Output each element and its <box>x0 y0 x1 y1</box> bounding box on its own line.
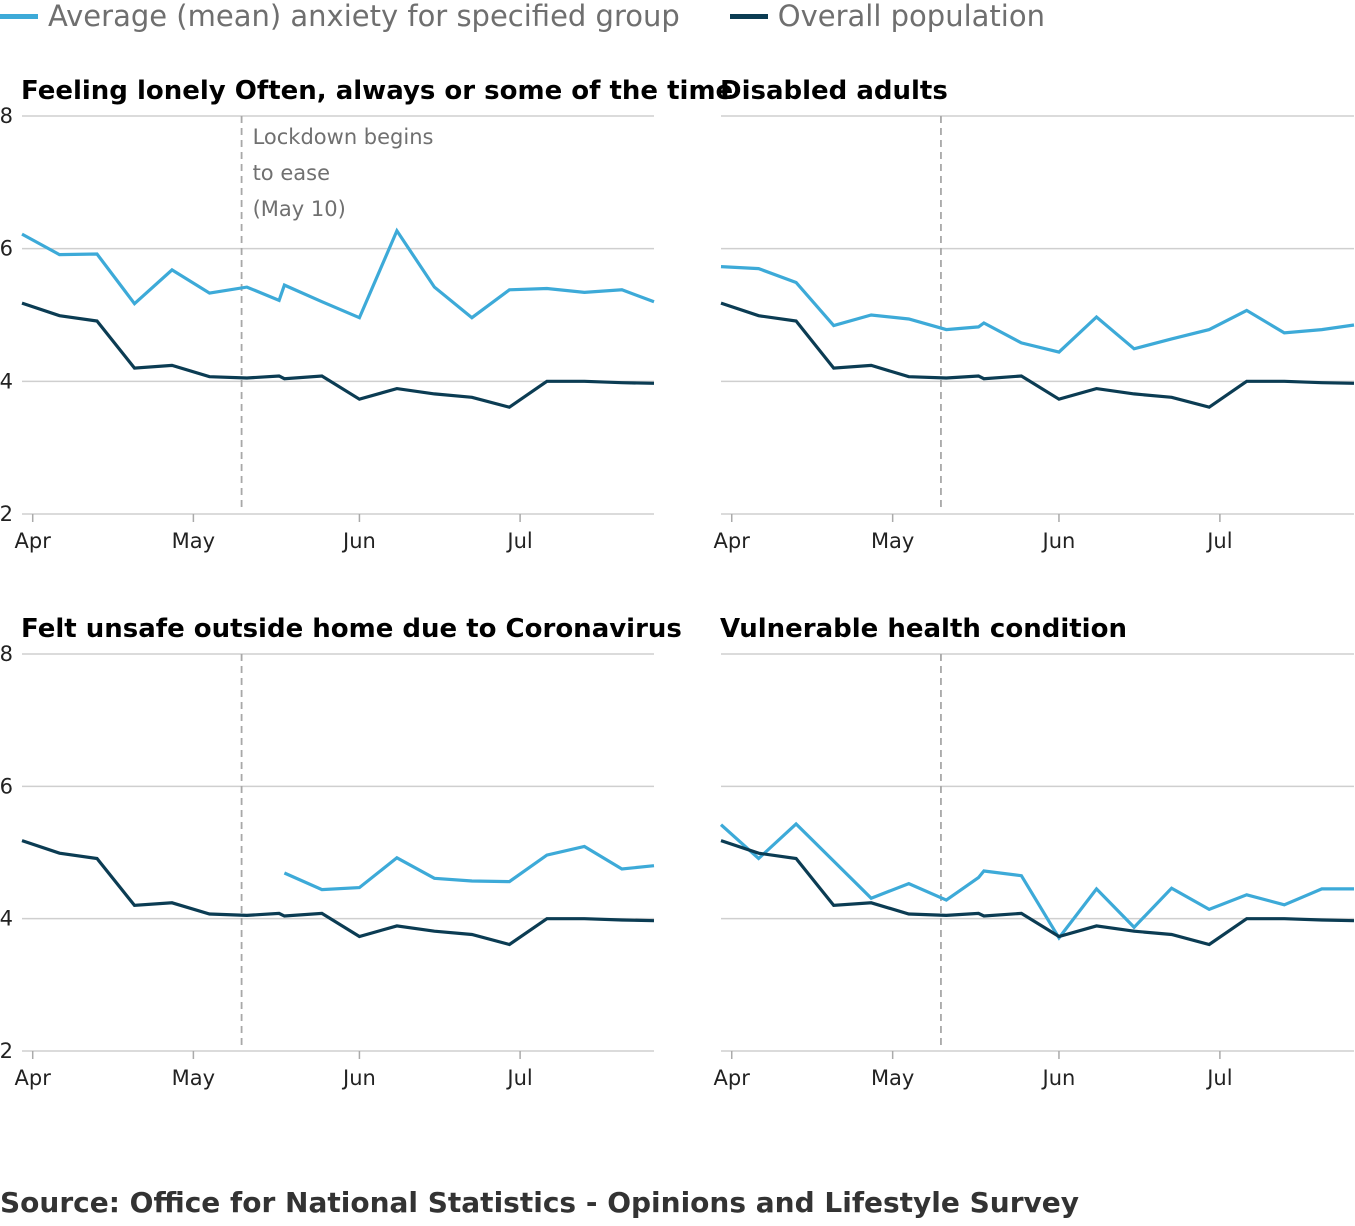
panel-1: Feeling lonely Often, always or some of … <box>0 76 733 553</box>
panel-title: Vulnerable health condition <box>720 614 1127 644</box>
panel-3: Felt unsafe outside home due to Coronavi… <box>0 614 682 1090</box>
series-line-overall <box>21 839 655 947</box>
legend: Average (mean) anxiety for specified gro… <box>0 0 1095 33</box>
series-line-group <box>21 227 655 320</box>
series-line-overall <box>720 839 1355 947</box>
y-tick-label: 4 <box>0 369 13 393</box>
legend-item-group: Average (mean) anxiety for specified gro… <box>0 0 680 33</box>
x-tick-label: Jun <box>1041 1066 1076 1090</box>
x-tick-label: May <box>172 1066 215 1090</box>
x-tick-label: Jul <box>505 1066 532 1090</box>
panel-title: Felt unsafe outside home due to Coronavi… <box>21 614 682 644</box>
x-tick-label: Jul <box>1205 1066 1232 1090</box>
x-tick-label: Jul <box>505 529 532 553</box>
y-tick-label: 4 <box>0 907 13 931</box>
y-tick-label: 6 <box>0 774 13 798</box>
y-tick-label: 8 <box>0 642 13 666</box>
x-tick-label: May <box>871 529 914 553</box>
panel-title: Feeling lonely Often, always or some of … <box>21 76 733 106</box>
x-tick-label: Jun <box>341 1066 376 1090</box>
legend-label-group: Average (mean) anxiety for specified gro… <box>48 0 680 33</box>
panel-title: Disabled adults <box>720 76 948 106</box>
legend-swatch-overall <box>729 13 768 19</box>
x-tick-label: Apr <box>714 529 751 553</box>
x-tick-label: Apr <box>15 529 52 553</box>
annotation-line: to ease <box>253 161 330 185</box>
series-line-group <box>720 265 1355 354</box>
panel-4: Vulnerable health condition Apr May Jun Jul <box>714 614 1355 1090</box>
source-note: Source: Office for National Statistics -… <box>0 1186 1080 1219</box>
series-line-overall <box>21 301 655 409</box>
annotation-line: (May 10) <box>253 197 346 221</box>
annotation-line: Lockdown begins <box>253 125 434 149</box>
legend-label-overall: Overall population <box>777 0 1045 33</box>
series-line-group <box>283 844 655 892</box>
series-line-overall <box>720 301 1355 409</box>
legend-item-overall: Overall population <box>729 0 1045 33</box>
x-tick-label: Jul <box>1205 529 1232 553</box>
series-line-group <box>719 821 1354 941</box>
x-tick-label: May <box>871 1066 914 1090</box>
y-tick-label: 6 <box>0 237 13 261</box>
x-tick-label: Jun <box>341 529 376 553</box>
x-tick-label: Jun <box>1041 529 1076 553</box>
y-tick-label: 2 <box>0 502 13 526</box>
x-tick-label: Apr <box>714 1066 751 1090</box>
y-tick-label: 8 <box>0 104 13 128</box>
y-tick-label: 2 <box>0 1039 13 1063</box>
x-tick-label: Apr <box>15 1066 52 1090</box>
x-tick-label: May <box>172 529 215 553</box>
panel-2: Disabled adults Apr May Jun Jul <box>714 76 1355 553</box>
legend-swatch-group <box>0 13 38 19</box>
